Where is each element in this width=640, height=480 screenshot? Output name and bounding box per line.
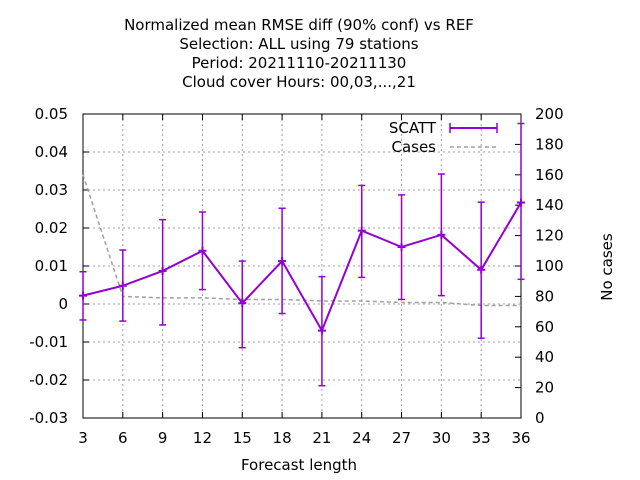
y2-tick-label: 0 — [535, 409, 545, 427]
x-tick-label: 12 — [193, 429, 212, 447]
y2-tick-label: 40 — [535, 348, 554, 366]
cases-line — [82, 174, 521, 307]
x-tick-label: 9 — [158, 429, 168, 447]
y-tick-label: 0 — [58, 295, 68, 313]
x-tick-label: 3 — [78, 429, 88, 447]
title-line: Selection: ALL using 79 stations — [179, 35, 418, 53]
x-tick-label: 27 — [392, 429, 411, 447]
axes: 3 6 9 12 15 18 21 24 27 30 33 36-0.03-0.02-0.0100.0… — [29, 105, 563, 447]
x-axis-label: Forecast length — [241, 456, 357, 474]
scatt-line — [82, 202, 522, 333]
chart-title: Normalized mean RMSE diff (90% conf) vs … — [124, 16, 474, 91]
y2-tick-label: 60 — [535, 318, 554, 336]
y-tick-label: -0.03 — [29, 409, 68, 427]
title-line: Cloud cover Hours: 00,03,...,21 — [182, 73, 416, 91]
x-tick-label: 30 — [432, 429, 451, 447]
x-tick-label: 36 — [511, 429, 530, 447]
grid — [83, 114, 521, 418]
y-tick-label: -0.01 — [29, 333, 68, 351]
y2-tick-label: 180 — [535, 135, 564, 153]
y-tick-label: 0.03 — [35, 181, 68, 199]
legend-label-cases: Cases — [391, 138, 436, 156]
x-tick-label: 24 — [352, 429, 371, 447]
y-tick-label: -0.02 — [29, 371, 68, 389]
y-tick-label: 0.05 — [35, 105, 68, 123]
x-tick-label: 6 — [118, 429, 128, 447]
y-tick-label: 0.02 — [35, 219, 68, 237]
x-tick-label: 33 — [472, 429, 491, 447]
series — [79, 122, 525, 387]
y-tick-label: 0.01 — [35, 257, 68, 275]
x-tick-label: 21 — [312, 429, 331, 447]
y2-tick-label: 140 — [535, 196, 564, 214]
title-line: Period: 20211110-20211130 — [192, 54, 407, 72]
x-tick-label: 18 — [273, 429, 292, 447]
legend-label-scatt: SCATT — [389, 119, 437, 137]
title-line: Normalized mean RMSE diff (90% conf) vs … — [124, 16, 474, 34]
y2-tick-label: 100 — [535, 257, 564, 275]
y2-tick-label: 200 — [535, 105, 564, 123]
x-tick-label: 15 — [233, 429, 252, 447]
y-tick-label: 0.04 — [35, 143, 68, 161]
y2-tick-label: 80 — [535, 287, 554, 305]
y2-tick-label: 160 — [535, 166, 564, 184]
y2-axis-label: No cases — [598, 233, 616, 301]
y2-tick-label: 120 — [535, 227, 564, 245]
y2-tick-label: 20 — [535, 379, 554, 397]
